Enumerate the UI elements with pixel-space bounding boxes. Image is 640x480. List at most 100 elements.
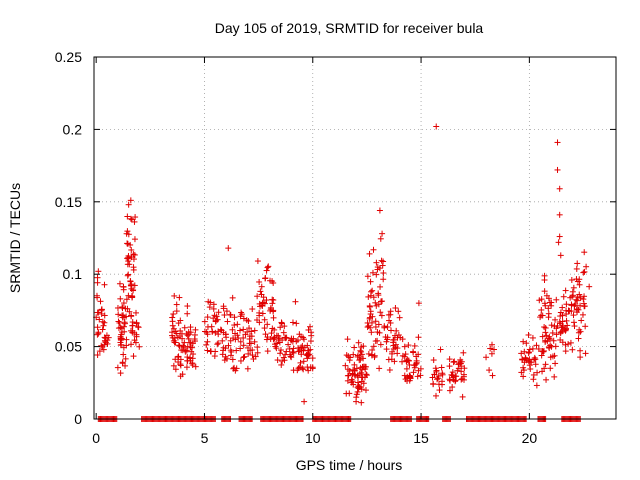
data-point xyxy=(354,379,361,386)
data-point xyxy=(446,356,453,363)
data-point xyxy=(388,327,395,334)
data-point xyxy=(183,364,190,371)
data-point xyxy=(378,312,385,319)
data-point xyxy=(355,339,362,346)
data-point xyxy=(526,346,533,353)
data-point xyxy=(548,322,555,329)
data-point xyxy=(129,293,136,300)
data-point xyxy=(571,323,578,330)
data-point xyxy=(175,320,182,327)
data-point xyxy=(436,387,443,394)
data-point xyxy=(135,323,142,330)
data-point xyxy=(205,298,212,305)
data-point xyxy=(222,345,229,352)
data-point xyxy=(375,321,382,328)
data-point xyxy=(258,283,265,290)
data-point xyxy=(529,345,536,352)
data-point xyxy=(350,366,357,373)
data-point xyxy=(342,362,349,369)
data-point xyxy=(184,310,191,317)
data-point xyxy=(231,322,238,329)
data-point xyxy=(567,339,574,346)
data-point xyxy=(563,301,570,308)
data-point xyxy=(220,329,227,336)
y-tick-label: 0.05 xyxy=(55,339,82,355)
data-point xyxy=(277,347,284,354)
data-point xyxy=(538,296,545,303)
data-point xyxy=(125,201,132,208)
data-point xyxy=(240,354,247,361)
data-point xyxy=(539,312,546,319)
data-point xyxy=(577,354,584,361)
y-tick-label: 0.15 xyxy=(55,194,82,210)
data-point xyxy=(254,293,261,300)
data-point xyxy=(573,296,580,303)
data-point xyxy=(533,342,540,349)
data-point xyxy=(96,348,103,355)
data-point xyxy=(99,343,106,350)
data-point xyxy=(581,293,588,300)
data-point xyxy=(104,337,111,344)
data-point xyxy=(568,277,575,284)
data-point xyxy=(231,314,238,321)
data-point xyxy=(208,348,215,355)
data-point xyxy=(124,240,131,247)
data-point xyxy=(531,356,538,363)
data-point xyxy=(458,376,465,383)
x-axis-label: GPS time / hours xyxy=(296,457,403,473)
data-point xyxy=(372,338,379,345)
data-point xyxy=(541,324,548,331)
data-point xyxy=(289,348,296,355)
data-point xyxy=(534,369,541,376)
data-point xyxy=(417,365,424,372)
data-point xyxy=(417,372,424,379)
data-point xyxy=(115,318,122,325)
data-point xyxy=(586,283,593,290)
data-point xyxy=(125,231,132,238)
data-point xyxy=(181,339,188,346)
data-point xyxy=(170,362,177,369)
data-point xyxy=(377,309,384,316)
data-point xyxy=(557,309,564,316)
data-point xyxy=(123,296,130,303)
data-point xyxy=(215,340,222,347)
data-point xyxy=(246,340,253,347)
data-point xyxy=(123,336,130,343)
data-point xyxy=(249,346,256,353)
data-point xyxy=(369,346,376,353)
data-point xyxy=(300,336,307,343)
data-point xyxy=(579,311,586,318)
data-point xyxy=(254,258,261,265)
data-point xyxy=(241,353,248,360)
data-point xyxy=(411,342,418,349)
data-point xyxy=(132,339,139,346)
data-point xyxy=(375,292,382,299)
data-point xyxy=(278,361,285,368)
data-point xyxy=(383,346,390,353)
data-point xyxy=(388,350,395,357)
data-point xyxy=(123,313,130,320)
data-point xyxy=(413,360,420,367)
data-point xyxy=(489,372,496,379)
data-point xyxy=(541,365,548,372)
data-point xyxy=(376,365,383,372)
data-point xyxy=(282,335,289,342)
data-point xyxy=(557,313,564,320)
data-point xyxy=(223,355,230,362)
data-point xyxy=(562,341,569,348)
data-point xyxy=(437,346,444,353)
data-point xyxy=(101,312,108,319)
data-point xyxy=(100,346,107,353)
data-point xyxy=(578,317,585,324)
data-point xyxy=(459,375,466,382)
data-point xyxy=(576,281,583,288)
data-point xyxy=(128,341,135,348)
data-point xyxy=(301,398,308,405)
data-point xyxy=(263,267,270,274)
data-point xyxy=(566,307,573,314)
data-point xyxy=(252,353,259,360)
data-point xyxy=(292,298,299,305)
data-point xyxy=(526,362,533,369)
data-point xyxy=(130,264,137,271)
data-point xyxy=(258,302,265,309)
